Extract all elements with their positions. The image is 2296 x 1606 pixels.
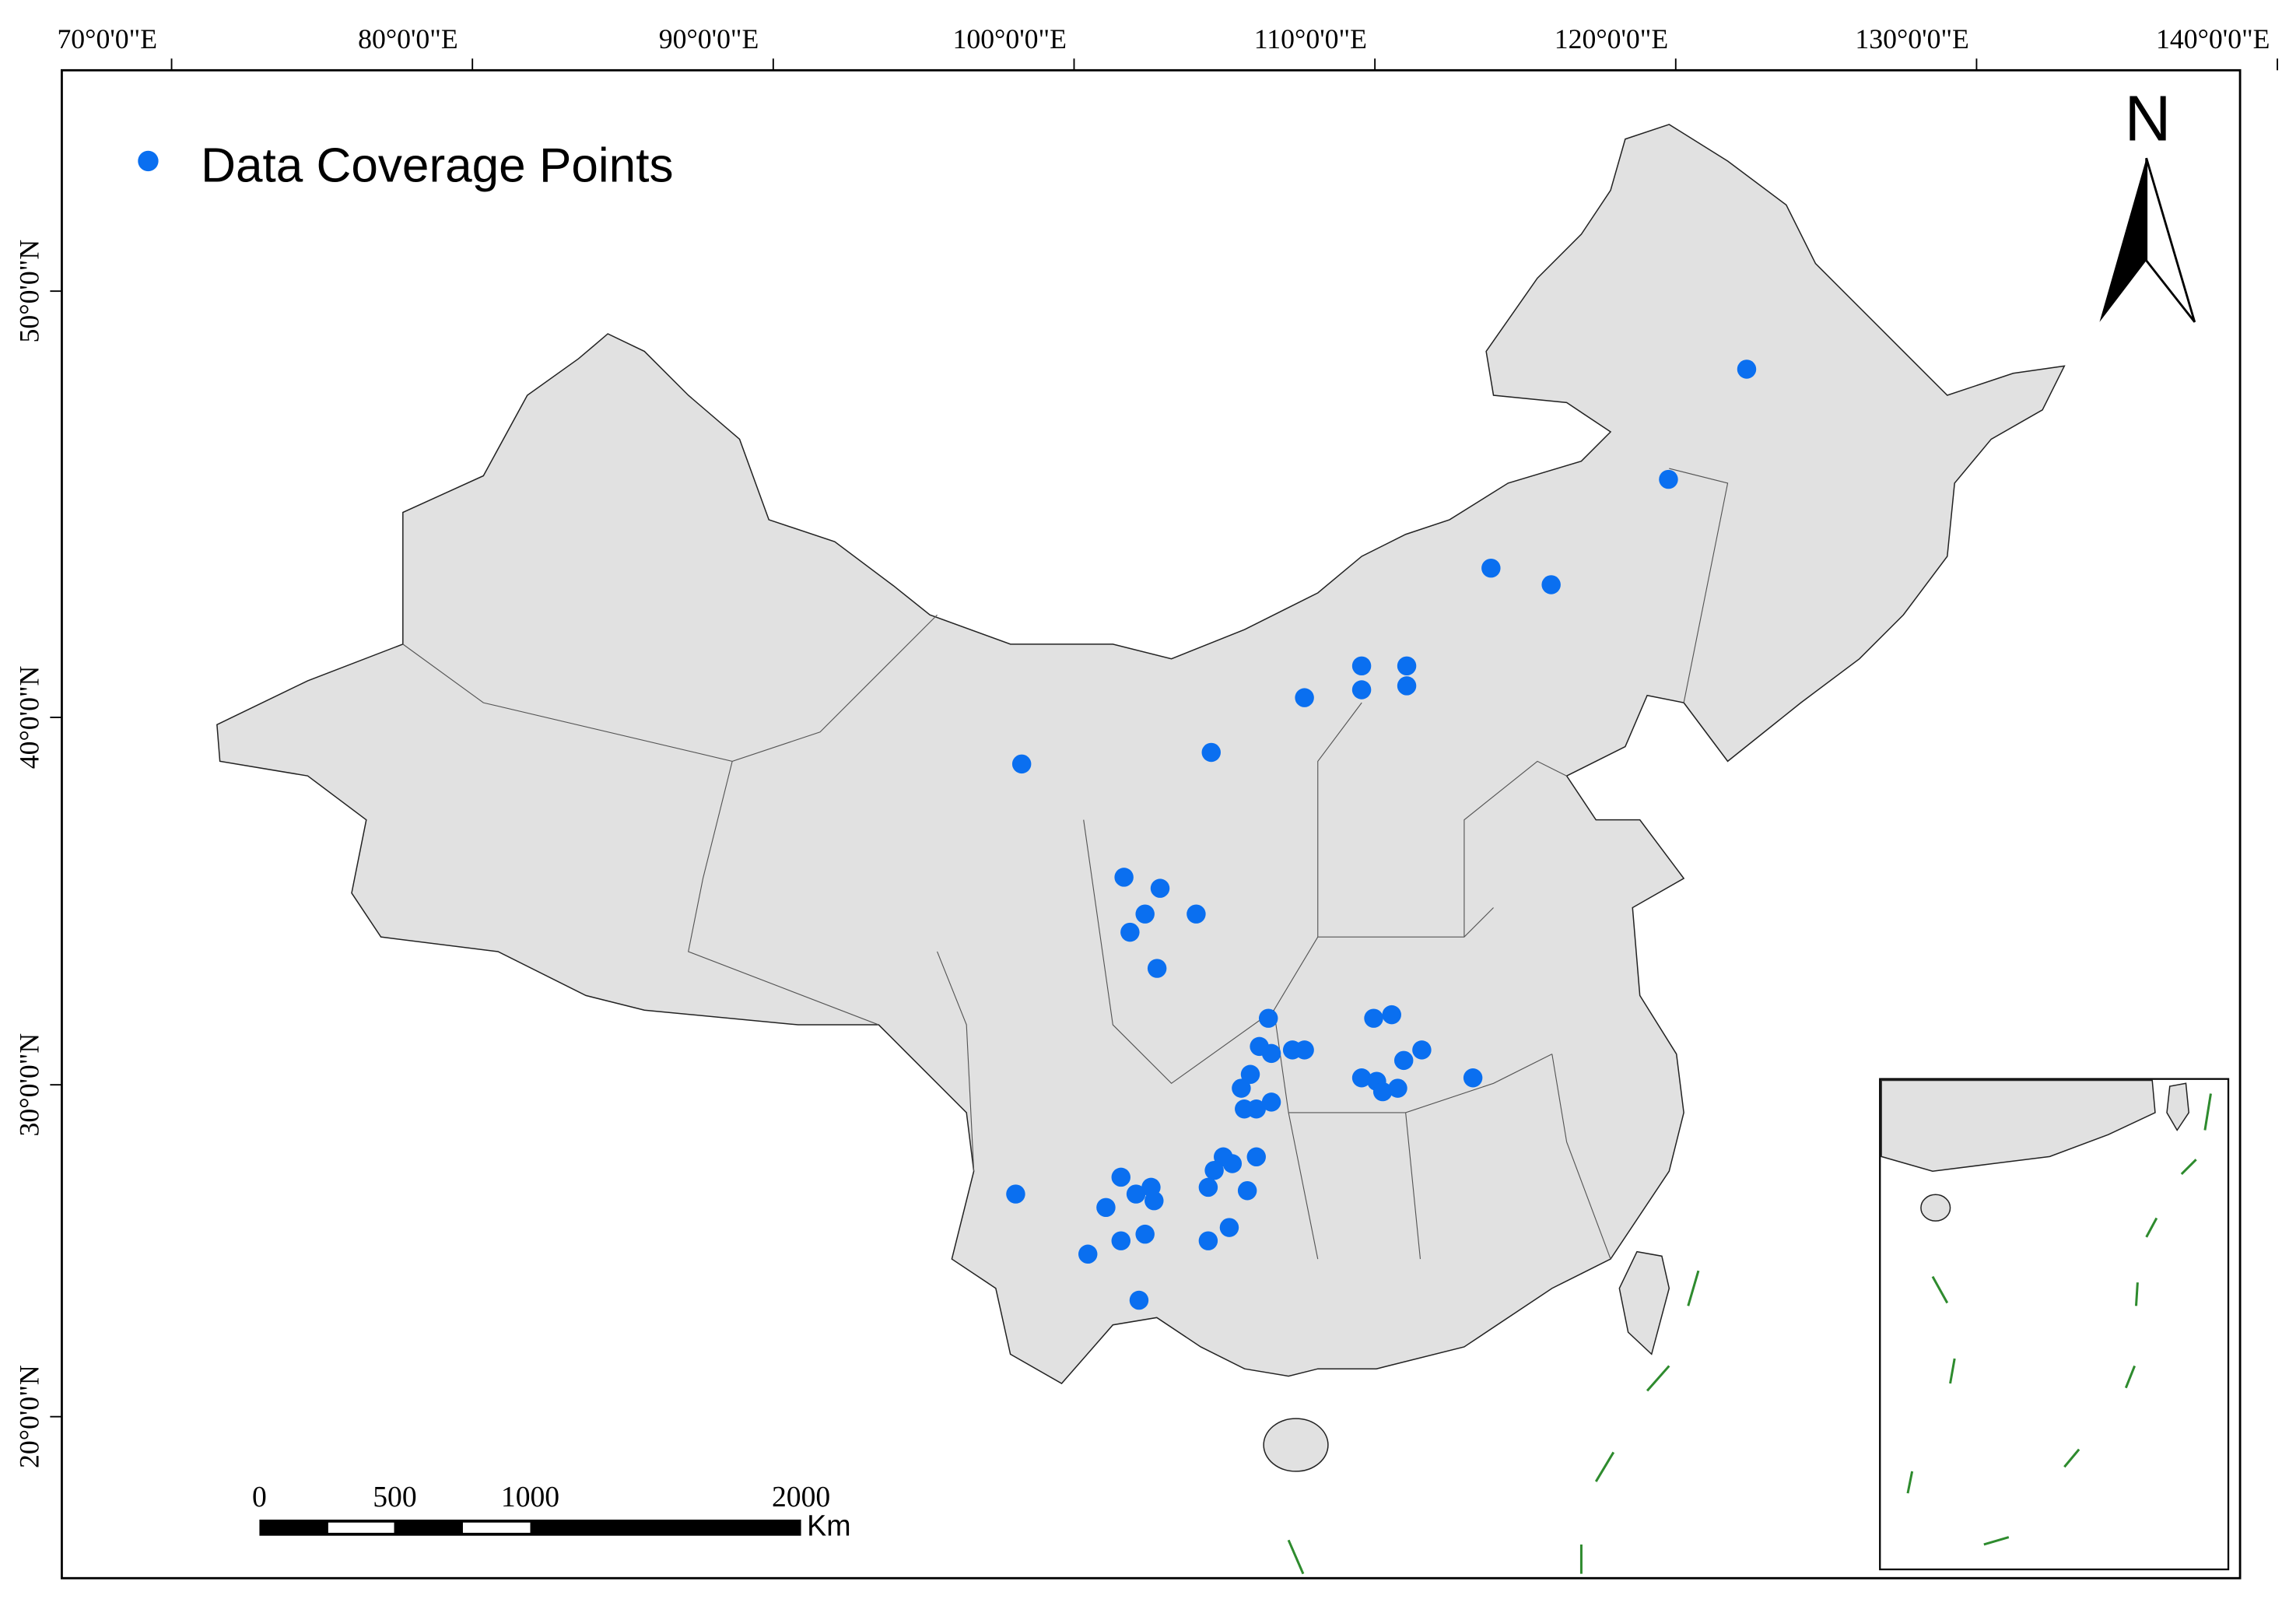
data-point <box>1198 1231 1218 1250</box>
north-arrow: N <box>2099 82 2196 323</box>
scale-label: 1000 <box>501 1481 559 1513</box>
data-point <box>1382 1005 1401 1025</box>
lon-tick-label: 130°0'0"E <box>1855 23 1968 54</box>
data-point <box>1144 1190 1164 1211</box>
inset-map <box>1879 1078 2230 1571</box>
province-borders <box>402 468 1729 1260</box>
data-point <box>1351 656 1372 676</box>
data-point <box>1135 1224 1155 1244</box>
data-point <box>1261 1092 1281 1112</box>
data-point <box>1096 1197 1116 1218</box>
data-point <box>1078 1244 1098 1264</box>
taiwan <box>1618 1250 1670 1355</box>
data-point <box>1237 1180 1257 1201</box>
data-point <box>1261 1043 1281 1064</box>
data-point <box>1120 922 1140 942</box>
data-point <box>1111 1231 1130 1250</box>
country-outline <box>216 124 2066 1384</box>
data-point <box>1258 1008 1278 1028</box>
legend: Data Coverage Points <box>138 139 674 192</box>
data-point <box>1351 680 1372 700</box>
data-point <box>1147 959 1167 978</box>
data-point <box>1388 1078 1407 1098</box>
data-point <box>1232 1078 1251 1098</box>
lon-tick-label: 70°0'0"E <box>57 23 157 54</box>
data-point <box>1397 656 1417 676</box>
data-point <box>1126 1184 1146 1204</box>
data-point <box>1222 1154 1243 1173</box>
data-point <box>1372 1082 1393 1102</box>
data-point <box>1659 469 1678 489</box>
data-point <box>1129 1290 1149 1310</box>
data-point <box>1393 1050 1414 1071</box>
lat-tick-label: 30°0'0"N <box>13 1033 44 1137</box>
data-point <box>1198 1177 1218 1197</box>
lat-tick-label: 20°0'0"N <box>13 1365 44 1468</box>
lon-tick-label: 140°0'0"E <box>2156 23 2270 54</box>
lon-tick-label: 110°0'0"E <box>1254 23 1367 54</box>
dash-lines <box>1287 1270 1700 1575</box>
data-point <box>1295 688 1314 707</box>
north-label: N <box>2125 82 2172 155</box>
scale-unit: Km <box>807 1510 850 1542</box>
lon-tick-label: 100°0'0"E <box>952 23 1066 54</box>
lat-tick-label: 50°0'0"N <box>13 240 44 343</box>
hainan <box>1263 1418 1329 1472</box>
data-point <box>1737 359 1757 379</box>
lat-tick-label: 40°0'0"N <box>13 666 44 770</box>
data-point <box>1412 1040 1432 1060</box>
scale-label: 0 <box>252 1481 267 1513</box>
scale-label: 500 <box>373 1481 416 1513</box>
data-point <box>1111 1167 1130 1187</box>
data-point <box>1114 868 1134 887</box>
data-point <box>1463 1068 1483 1088</box>
data-point <box>1364 1008 1383 1028</box>
data-point <box>1135 904 1155 924</box>
data-point <box>1150 878 1170 898</box>
lon-tick-label: 80°0'0"E <box>358 23 458 54</box>
data-point <box>1006 1184 1025 1204</box>
map-frame <box>61 68 2242 1580</box>
data-point <box>1204 1160 1224 1180</box>
data-point <box>1246 1099 1266 1119</box>
data-point <box>1295 1040 1314 1060</box>
data-point <box>1481 558 1501 578</box>
data-point <box>1351 1068 1372 1088</box>
data-point <box>1187 904 1206 924</box>
data-point <box>1541 575 1561 594</box>
legend-label: Data Coverage Points <box>201 139 673 192</box>
data-point <box>1201 742 1221 763</box>
data-point <box>1219 1218 1239 1237</box>
data-point <box>1240 1064 1260 1085</box>
lon-tick-label: 90°0'0"E <box>659 23 759 54</box>
scale-label: 2000 <box>772 1481 830 1513</box>
data-point <box>1246 1147 1266 1166</box>
legend-marker <box>138 150 159 172</box>
lon-tick-label: 120°0'0"E <box>1555 23 1668 54</box>
data-point <box>1397 676 1417 696</box>
data-point <box>1011 754 1032 774</box>
